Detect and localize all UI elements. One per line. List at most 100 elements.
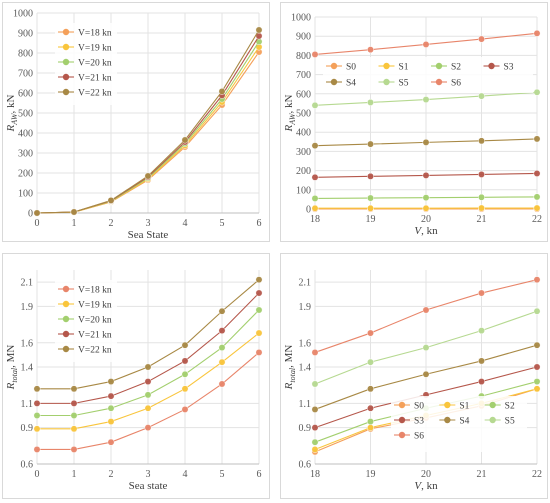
y-tick-label: 2.1 (299, 278, 312, 289)
data-point (478, 290, 484, 296)
data-point (145, 364, 151, 370)
legend-label: S1 (399, 63, 409, 73)
data-point (312, 205, 318, 211)
data-point (367, 359, 373, 365)
data-point (367, 405, 373, 411)
data-point (312, 424, 318, 430)
y-tick-label: 500 (296, 109, 311, 120)
x-tick-label: 2 (109, 218, 114, 229)
x-tick-label: 22 (532, 469, 542, 480)
data-point (478, 93, 484, 99)
data-point (182, 358, 188, 364)
legend-marker (444, 417, 450, 423)
data-point (256, 307, 262, 313)
legend-marker (63, 346, 69, 352)
legend-label: S6 (414, 432, 424, 442)
data-point (367, 386, 373, 392)
data-point (219, 308, 225, 314)
y-tick-label: 0 (28, 209, 33, 220)
legend-label: V=20 kn (78, 59, 112, 69)
legend-marker (63, 29, 69, 35)
x-tick-label: 5 (220, 218, 225, 229)
legend-label: V=18 kn (78, 286, 112, 296)
legend-label: S0 (414, 402, 424, 412)
legend-marker (399, 402, 405, 408)
y-tick-label: 0.9 (299, 423, 312, 434)
data-point (108, 378, 114, 384)
data-point (182, 137, 188, 143)
x-tick-label: 1 (72, 218, 77, 229)
legend-label: V=22 kn (78, 346, 112, 356)
data-point (71, 386, 77, 392)
legend-label: S2 (505, 402, 515, 412)
data-point (478, 358, 484, 364)
y-tick-label: 100 (18, 189, 33, 200)
x-tick-label: 20 (421, 214, 431, 225)
data-point (534, 170, 540, 176)
x-tick-label: 18 (310, 214, 320, 225)
y-tick-label: 1.1 (299, 399, 312, 410)
x-tick-label: 2 (109, 469, 114, 480)
data-point (423, 205, 429, 211)
legend-label: V=19 kn (78, 44, 112, 54)
y-axis-title: RAW, kN (5, 94, 19, 132)
x-axis-title: Sea state (129, 480, 168, 492)
data-point (256, 277, 262, 283)
data-point (423, 96, 429, 102)
x-tick-label: 21 (477, 469, 487, 480)
legend-label: V=18 kn (78, 29, 112, 39)
data-point (534, 364, 540, 370)
data-point (182, 342, 188, 348)
data-point (423, 307, 429, 313)
data-point (219, 344, 225, 350)
legend-label: S4 (459, 417, 469, 427)
y-tick-label: 800 (18, 49, 33, 60)
y-tick-label: 400 (296, 128, 311, 139)
data-point (534, 308, 540, 314)
data-point (145, 405, 151, 411)
x-tick-label: 22 (532, 214, 542, 225)
data-point (219, 327, 225, 333)
data-point (312, 406, 318, 412)
legend-marker (63, 74, 69, 80)
data-point (478, 327, 484, 333)
y-tick-label: 700 (18, 69, 33, 80)
data-point (423, 344, 429, 350)
data-point (34, 386, 40, 392)
legend-label: S5 (399, 79, 409, 89)
x-tick-label: 6 (257, 469, 262, 480)
data-point (534, 194, 540, 200)
x-tick-label: 1 (72, 469, 77, 480)
data-point (312, 174, 318, 180)
data-point (478, 36, 484, 42)
data-point (367, 424, 373, 430)
data-point (534, 30, 540, 36)
y-tick-label: 0.9 (21, 423, 34, 434)
data-point (367, 141, 373, 147)
legend-marker (63, 316, 69, 322)
legend-marker (331, 79, 337, 85)
y-tick-label: 500 (18, 109, 33, 120)
data-point (312, 142, 318, 148)
legend-marker (331, 63, 337, 69)
y-axis-title: Rtotal, MN (283, 345, 297, 391)
data-point (312, 439, 318, 445)
y-tick-label: 1.6 (299, 338, 312, 349)
legend-marker (488, 63, 494, 69)
x-tick-label: 5 (220, 469, 225, 480)
y-tick-label: 1.9 (21, 302, 34, 313)
data-point (182, 406, 188, 412)
x-tick-label: 6 (257, 218, 262, 229)
data-point (71, 426, 77, 432)
data-point (256, 349, 262, 355)
y-tick-label: 700 (296, 70, 311, 81)
data-point (367, 330, 373, 336)
y-tick-label: 2.1 (21, 278, 34, 289)
data-point (423, 194, 429, 200)
y-tick-label: 0.6 (21, 460, 34, 471)
data-point (478, 205, 484, 211)
data-point (145, 378, 151, 384)
legend-label: S4 (346, 79, 356, 89)
